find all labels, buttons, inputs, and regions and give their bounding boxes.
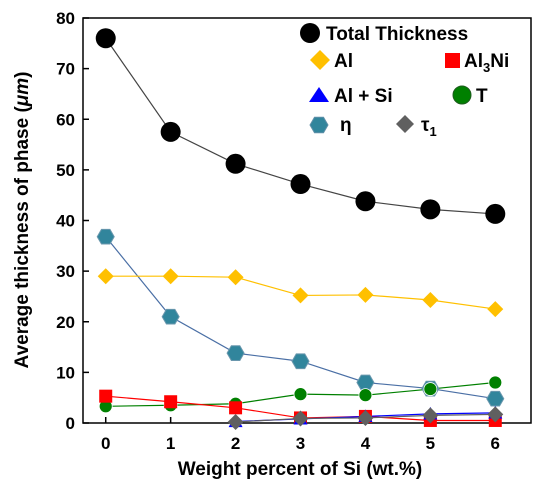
y-tick-label: 80 — [56, 9, 75, 28]
y-tick-label: 10 — [56, 363, 75, 382]
legend-item-total-thickness: Total Thickness — [300, 23, 468, 45]
legend-item-eta: η — [309, 115, 352, 136]
data-point-al3ni — [99, 389, 113, 403]
y-axis: 0 10 20 30 40 50 60 70 80 — [56, 9, 89, 433]
data-point-total-thickness — [160, 121, 181, 142]
legend-label-al-si: Al + Si — [334, 86, 393, 107]
data-point-t — [423, 382, 438, 396]
data-point-t — [358, 388, 373, 403]
legend-label-eta: η — [340, 115, 352, 136]
legend-item-al-si: Al + Si — [309, 86, 393, 107]
y-tick-label: 40 — [56, 212, 75, 231]
x-tick-label: 1 — [166, 434, 175, 453]
y-axis-title-text: Average thickness of phase ( — [12, 106, 33, 369]
data-point-series-5 — [291, 353, 310, 370]
y-tick-label: 20 — [56, 313, 75, 332]
data-point-1 — [422, 407, 439, 424]
legend-label-tau1-sub: 1 — [429, 124, 436, 139]
legend-label-tau1-main: τ — [421, 115, 430, 136]
legend-label-tau1: τ1 — [421, 115, 437, 139]
data-point-series-5 — [226, 345, 245, 361]
y-tick-label: 0 — [66, 414, 75, 433]
data-point-total-thickness — [485, 203, 506, 224]
data-point-total-thickness — [420, 199, 441, 220]
data-point-series-5 — [96, 228, 115, 245]
legend-label-t: T — [476, 86, 488, 107]
x-tick-label: 2 — [231, 434, 240, 453]
x-tick-label: 0 — [101, 434, 110, 453]
legend-item-tau1: τ1 — [396, 115, 437, 139]
data-point-al3ni — [164, 395, 178, 409]
data-point-al3ni — [229, 401, 243, 415]
legend-marker-al-si — [309, 87, 329, 102]
data-point-series-5 — [356, 374, 375, 391]
data-point-series-5 — [161, 308, 180, 325]
legend-label-al3ni-sub: 3 — [483, 60, 490, 75]
data-point-al — [227, 269, 244, 286]
legend: Total Thickness Al Al3Ni Al + Si T η — [300, 23, 509, 139]
y-axis-title-close: ) — [12, 72, 33, 78]
legend-item-al3ni: Al3Ni — [445, 51, 509, 75]
data-point-total-thickness — [225, 153, 246, 174]
legend-marker-tau1 — [396, 115, 414, 133]
legend-label-al3ni-main: Al — [464, 51, 483, 72]
legend-label-total-thickness: Total Thickness — [326, 24, 468, 45]
data-point-1 — [292, 410, 309, 427]
series-markers — [95, 28, 506, 430]
y-axis-title: Average thickness of phase (μm) — [12, 72, 33, 369]
legend-label-al3ni: Al3Ni — [464, 51, 509, 75]
legend-marker-al3ni — [445, 53, 460, 68]
x-tick-label: 5 — [426, 434, 435, 453]
data-point-al — [97, 268, 114, 285]
y-axis-title-unit: μm — [12, 78, 33, 107]
legend-label-al3ni-tail: Ni — [490, 51, 509, 72]
data-point-al — [162, 268, 179, 285]
y-tick-label: 50 — [56, 161, 75, 180]
data-point-total-thickness — [95, 28, 116, 49]
data-point-total-thickness — [290, 174, 311, 195]
data-point-al — [422, 291, 439, 308]
legend-marker-t — [452, 85, 472, 105]
x-tick-label: 6 — [491, 434, 500, 453]
x-axis-title: Weight percent of Si (wt.%) — [178, 459, 423, 480]
data-point-series-5 — [486, 390, 505, 407]
data-point-1 — [357, 409, 374, 426]
y-tick-label: 30 — [56, 262, 75, 281]
legend-marker-al — [310, 50, 330, 70]
data-point-al — [357, 286, 374, 303]
y-tick-label: 60 — [56, 110, 75, 129]
legend-item-al: Al — [310, 50, 353, 72]
data-point-t — [488, 375, 503, 390]
data-point-al — [292, 287, 309, 304]
data-point-1 — [227, 413, 244, 430]
data-point-1 — [487, 406, 504, 423]
data-point-t — [293, 387, 308, 402]
legend-marker-total-thickness — [300, 23, 320, 43]
x-tick-label: 3 — [296, 434, 305, 453]
legend-marker-eta — [309, 116, 329, 134]
legend-label-al: Al — [334, 51, 353, 72]
data-point-total-thickness — [355, 191, 376, 212]
legend-item-t: T — [452, 85, 488, 107]
data-point-al — [487, 301, 504, 318]
x-tick-label: 4 — [361, 434, 371, 453]
y-tick-label: 70 — [56, 60, 75, 79]
